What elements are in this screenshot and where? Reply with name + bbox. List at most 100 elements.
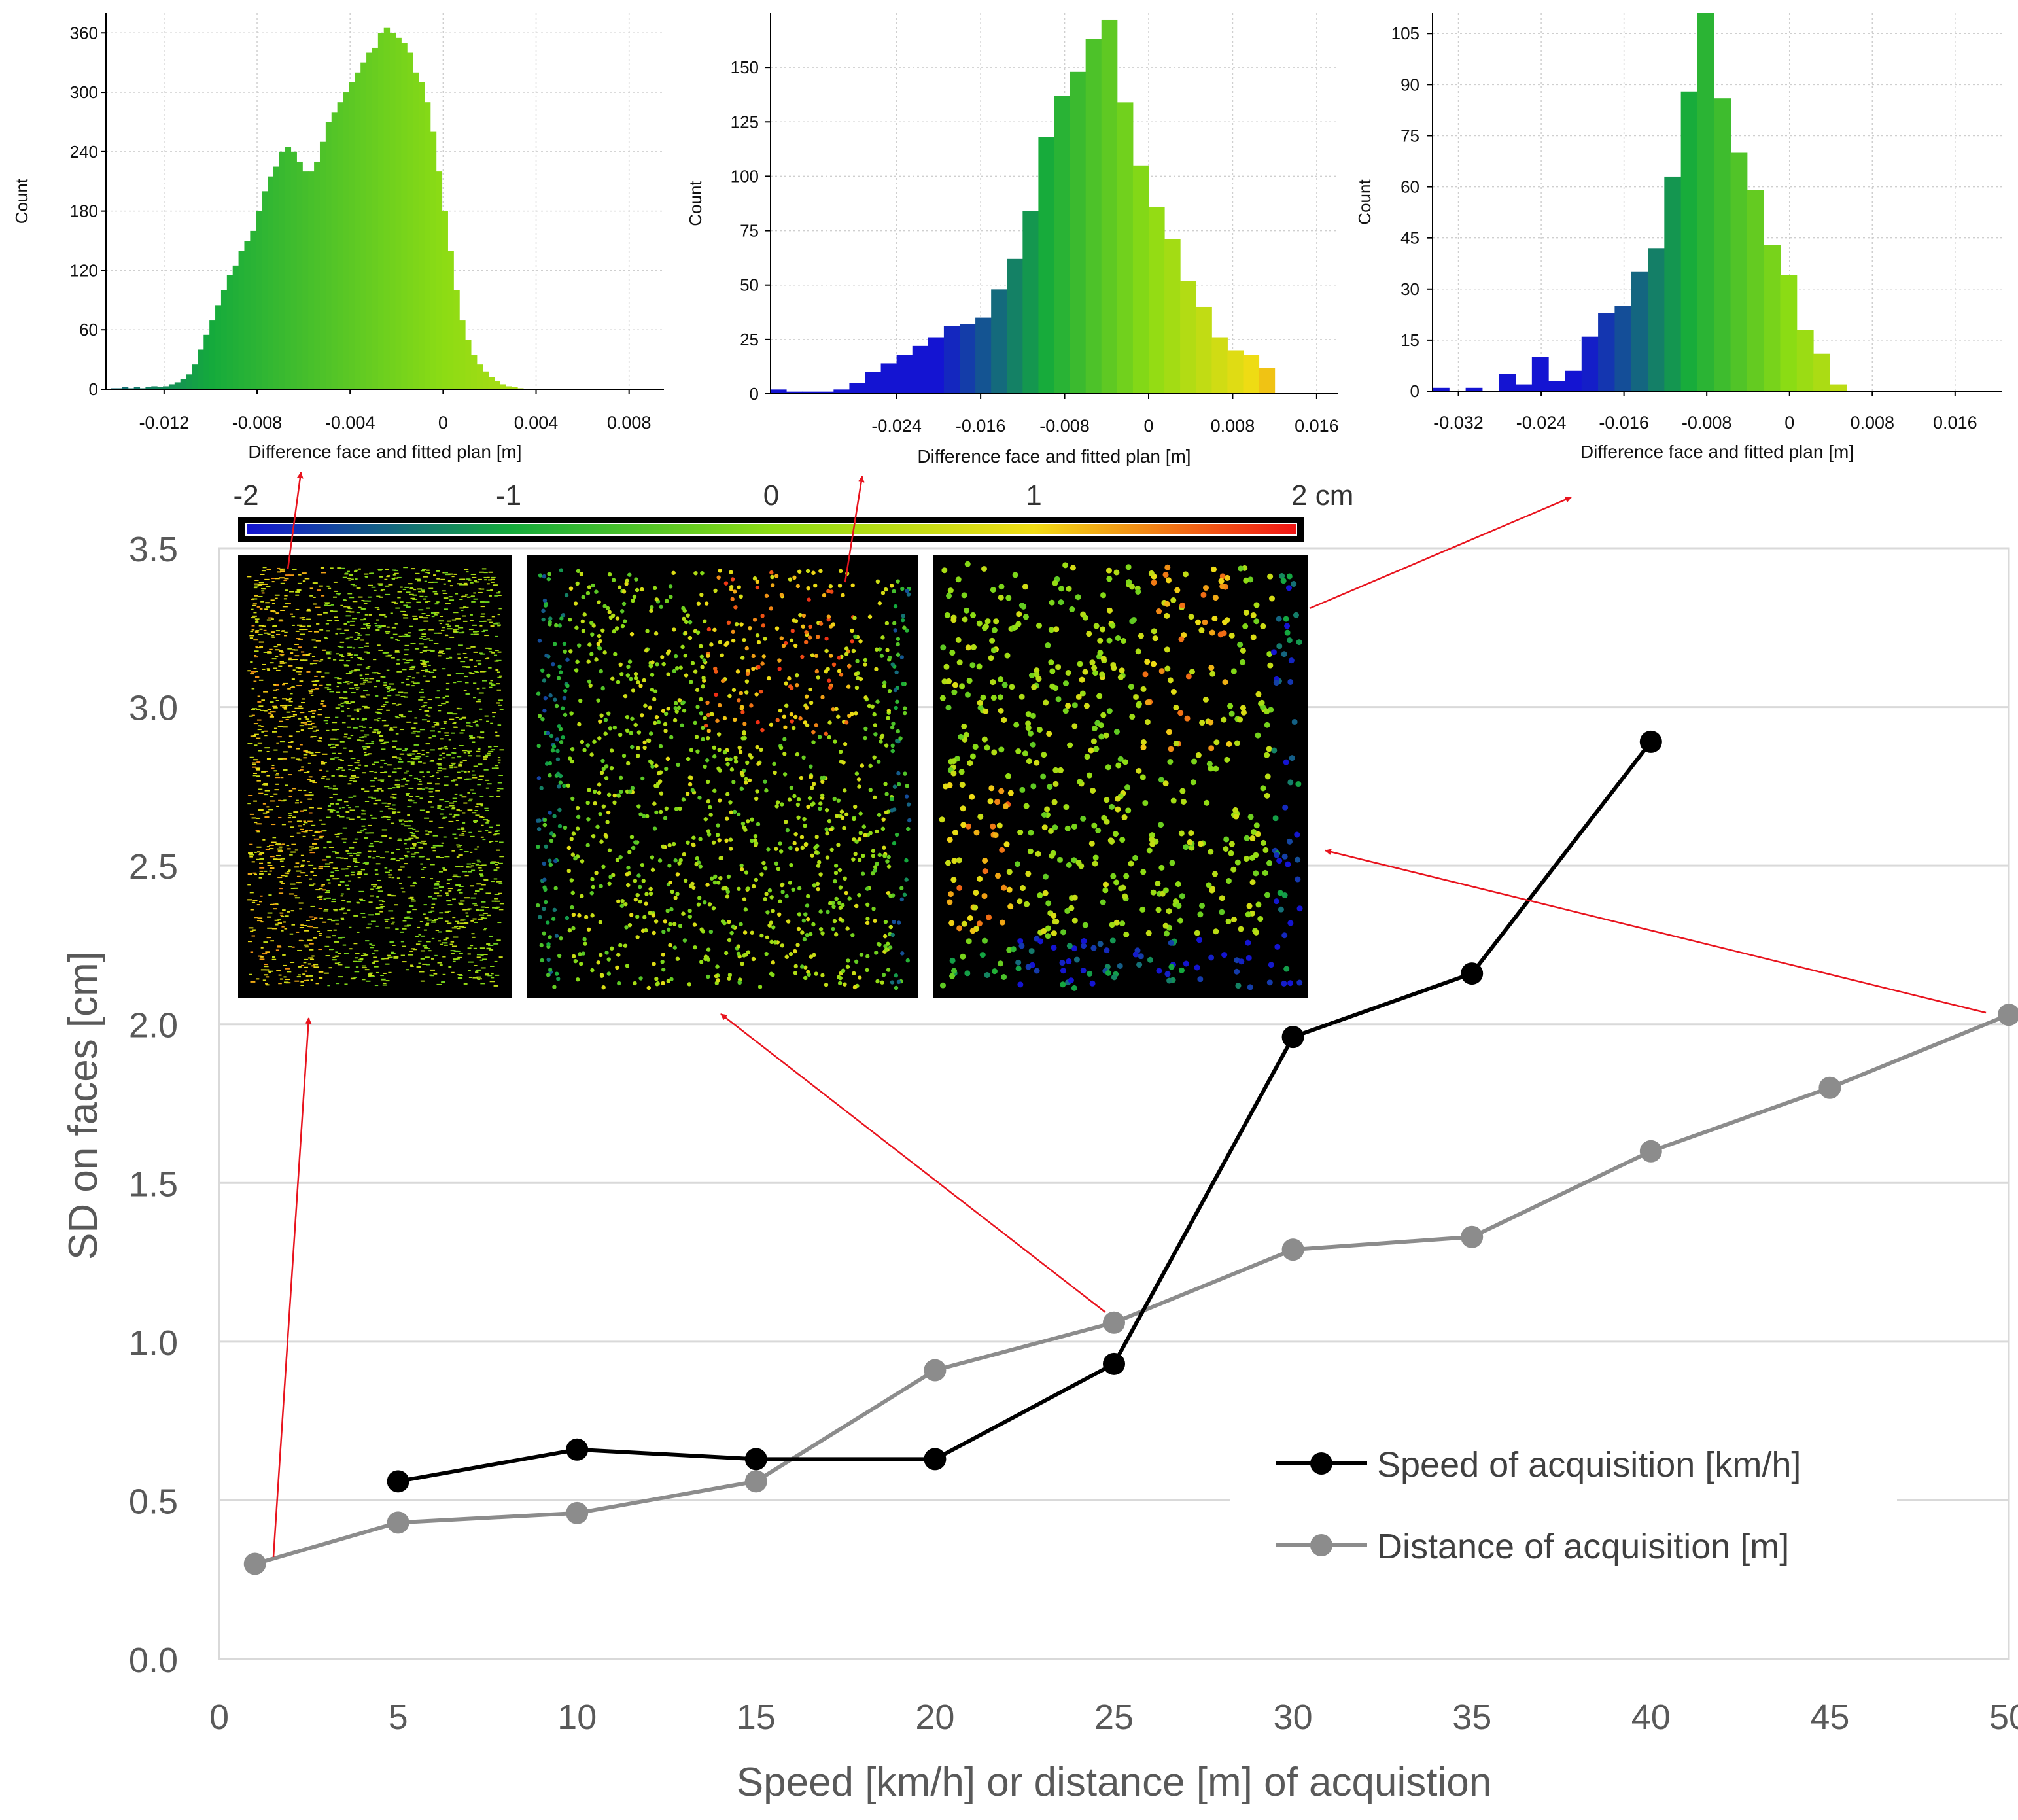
point [1253, 822, 1260, 829]
point [341, 919, 345, 920]
point [375, 971, 379, 973]
point [447, 904, 453, 906]
point [1052, 767, 1059, 773]
point [374, 950, 379, 952]
point [445, 894, 449, 896]
point [266, 937, 271, 939]
point [321, 884, 325, 886]
point [385, 652, 389, 654]
point [701, 737, 705, 742]
point [256, 761, 261, 763]
point [548, 862, 553, 867]
point [457, 771, 461, 773]
point [279, 912, 284, 914]
point [306, 671, 311, 673]
point [475, 971, 479, 973]
point [285, 875, 288, 877]
point [452, 917, 456, 919]
point [347, 909, 351, 911]
point [778, 708, 783, 713]
point [756, 720, 760, 725]
point [1253, 852, 1259, 858]
point [1202, 696, 1209, 703]
point [417, 580, 421, 582]
point [633, 840, 638, 845]
point [434, 919, 439, 920]
point [1071, 823, 1077, 830]
point [727, 919, 731, 924]
point [360, 830, 364, 832]
point [428, 639, 434, 641]
point [250, 673, 253, 674]
point [296, 624, 302, 626]
point [890, 662, 895, 667]
point [865, 886, 870, 891]
point [1188, 830, 1194, 837]
point [669, 595, 673, 599]
point [291, 686, 295, 688]
point [867, 703, 872, 709]
point [271, 764, 275, 766]
point [326, 936, 330, 938]
point [563, 712, 568, 717]
point [775, 718, 780, 722]
point [418, 629, 423, 631]
point [443, 939, 447, 941]
point [1219, 573, 1226, 580]
point [488, 667, 492, 669]
point [254, 671, 258, 673]
point [774, 861, 779, 866]
point [649, 608, 653, 613]
point [449, 813, 453, 815]
point [689, 680, 693, 684]
point [288, 774, 292, 776]
point [600, 628, 605, 633]
point [959, 683, 966, 690]
point [366, 927, 369, 929]
point [442, 697, 446, 699]
point [381, 705, 385, 707]
point [809, 764, 813, 769]
point [327, 809, 332, 811]
point [453, 958, 458, 960]
point [599, 884, 603, 888]
point [273, 749, 278, 751]
point [472, 903, 477, 905]
point [831, 662, 837, 667]
point [385, 805, 390, 807]
point [252, 598, 258, 600]
point [1119, 667, 1125, 674]
point [803, 842, 809, 847]
point [1168, 939, 1174, 946]
point [364, 969, 370, 971]
point [652, 697, 657, 702]
point [1140, 869, 1147, 875]
point [827, 818, 832, 824]
point [1198, 627, 1205, 634]
hist1-bar [337, 102, 344, 389]
point [368, 845, 374, 847]
point [432, 898, 437, 900]
point [462, 909, 466, 911]
point [1030, 783, 1037, 790]
point [336, 878, 340, 880]
point [298, 902, 304, 904]
point [300, 854, 304, 856]
point [958, 733, 964, 740]
point [950, 758, 957, 765]
point [444, 784, 449, 786]
legend-distance-label: Distance of acquisition [m] [1377, 1527, 1789, 1566]
point [478, 719, 483, 721]
point [469, 673, 475, 674]
point [731, 629, 735, 634]
point [355, 569, 359, 571]
point [374, 761, 379, 763]
point [290, 613, 293, 615]
point [1119, 920, 1126, 927]
point [419, 595, 424, 597]
point [788, 684, 793, 689]
point [464, 771, 467, 773]
point [437, 764, 442, 766]
point [607, 848, 612, 852]
point [593, 801, 597, 806]
